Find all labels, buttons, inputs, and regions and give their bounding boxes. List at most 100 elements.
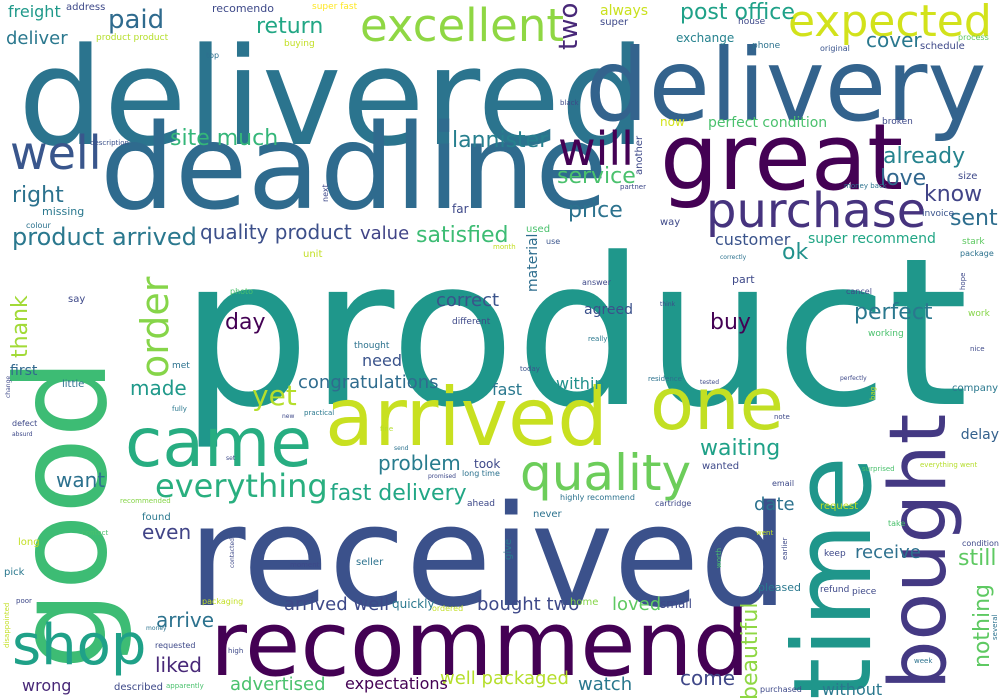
cloud-word: bought two (477, 594, 580, 615)
cloud-word: working (868, 329, 904, 339)
cloud-word: pick (4, 567, 25, 578)
cloud-word: fast (492, 380, 523, 399)
cloud-word: purchased (760, 685, 802, 694)
cloud-word: home (570, 597, 599, 608)
cloud-word: everything (155, 467, 328, 505)
cloud-word: want (56, 468, 106, 492)
cloud-word: contact (82, 529, 109, 537)
cloud-word: use (546, 237, 561, 246)
cloud-word: know (924, 182, 983, 207)
cloud-word: correctly (720, 254, 747, 261)
cloud-word: packaging (202, 597, 244, 606)
cloud-word: really (588, 335, 608, 343)
cloud-word: today (520, 365, 540, 373)
cloud-word: correct (436, 290, 500, 311)
cloud-word: day (225, 310, 266, 335)
cloud-word: poor (16, 597, 32, 605)
cloud-word: arrived well (284, 594, 390, 615)
cloud-word: watch (578, 674, 633, 695)
cloud-word: worth (715, 547, 723, 568)
cloud-word: set (226, 455, 236, 462)
cloud-word: wanted (702, 461, 740, 472)
cloud-word: sent (950, 206, 998, 231)
cloud-word: photo (230, 287, 254, 296)
cloud-word: highly recommend (560, 493, 635, 502)
cloud-word: post office (680, 0, 795, 25)
cloud-word: request (820, 501, 859, 512)
cloud-word: found (142, 512, 171, 523)
cloud-word: without (822, 680, 883, 699)
cloud-word: take (888, 519, 906, 528)
cloud-word: seller (356, 557, 384, 568)
cloud-word: super fast (312, 2, 358, 12)
cloud-word: return (256, 14, 324, 39)
cloud-word: part (732, 273, 755, 286)
cloud-word: top (206, 51, 220, 60)
cloud-word: customer (715, 230, 791, 249)
cloud-word: always (600, 3, 649, 19)
cloud-word: email (772, 479, 795, 488)
cloud-word: month (493, 243, 516, 251)
cloud-word: everything went (920, 461, 978, 469)
cloud-word: congratulations (298, 372, 439, 393)
cloud-word: exchange (676, 31, 735, 45)
cloud-word: deadline (100, 98, 608, 236)
cloud-word: took (474, 457, 501, 471)
cloud-word: thank (8, 295, 33, 358)
cloud-word: moment (290, 561, 320, 569)
cloud-word: new (282, 413, 295, 420)
cloud-word: think (660, 301, 676, 308)
cloud-word: liked (155, 653, 202, 677)
cloud-word: deliver (6, 28, 68, 49)
cloud-word: piece (852, 587, 877, 597)
cloud-word: cancel (846, 287, 872, 296)
cloud-word: tested (700, 379, 720, 386)
cloud-word: condition (962, 539, 999, 548)
cloud-word: another (634, 135, 645, 175)
cloud-word: change (5, 375, 12, 398)
cloud-word: well packaged (440, 668, 569, 689)
cloud-word: waiting (700, 436, 781, 461)
cloud-word: fast delivery (330, 481, 467, 506)
cloud-word: black (560, 99, 579, 107)
cloud-word: purchase (706, 183, 927, 239)
cloud-word: week (914, 657, 933, 665)
cloud-word: quickly (392, 597, 435, 611)
cloud-word: excellent (360, 0, 565, 52)
cloud-word: original (820, 44, 850, 53)
cloud-word: met (172, 361, 190, 371)
cloud-word: quality (520, 444, 692, 502)
cloud-word: little (62, 379, 85, 390)
cloud-word: yet (252, 379, 297, 412)
cloud-word: unit (303, 249, 323, 260)
cloud-word: product (180, 215, 969, 453)
cloud-word: keep (824, 549, 846, 559)
cloud-word: freight (8, 2, 61, 21)
cloud-word: now (660, 115, 685, 129)
cloud-word: far (452, 202, 469, 216)
cloud-word: already (883, 144, 966, 169)
cloud-word: one (650, 362, 784, 446)
cloud-word: received (188, 476, 789, 639)
cloud-word: arrive (156, 608, 215, 632)
cloud-word: buy (710, 310, 751, 335)
cloud-word: right (12, 183, 64, 208)
cloud-word: first (10, 363, 38, 379)
cloud-word: wrong (22, 676, 72, 695)
cloud-word: practical (304, 409, 335, 417)
cloud-word: defect (12, 419, 38, 428)
cloud-word: money back (844, 182, 887, 190)
cloud-word: fine (380, 425, 394, 433)
cloud-word: contacted (229, 538, 236, 568)
cloud-word: expected (788, 0, 992, 47)
cloud-word: agreed (584, 302, 634, 318)
cloud-word: even (142, 520, 192, 544)
cloud-word: missing (42, 205, 85, 218)
cloud-word: long (18, 537, 40, 548)
cloud-word: schedule (920, 41, 965, 52)
cloud-word: great (660, 104, 904, 211)
cloud-word: beautiful (738, 602, 763, 700)
cloud-word: answer (582, 278, 611, 287)
cloud-word: apparently (166, 682, 204, 690)
